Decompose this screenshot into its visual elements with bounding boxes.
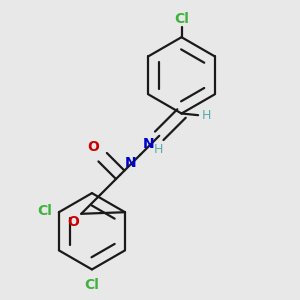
- Text: N: N: [142, 137, 154, 152]
- Text: H: H: [154, 143, 163, 156]
- Text: Cl: Cl: [85, 278, 99, 292]
- Text: O: O: [68, 215, 80, 230]
- Text: N: N: [125, 156, 136, 170]
- Text: Cl: Cl: [38, 204, 52, 218]
- Text: H: H: [201, 109, 211, 122]
- Text: O: O: [87, 140, 99, 154]
- Text: Cl: Cl: [174, 12, 189, 26]
